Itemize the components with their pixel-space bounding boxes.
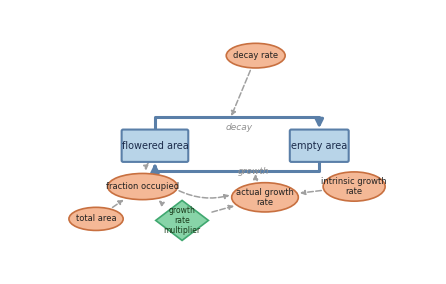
Text: growth: growth bbox=[238, 167, 269, 176]
Ellipse shape bbox=[69, 207, 123, 230]
Polygon shape bbox=[156, 201, 208, 241]
Text: empty area: empty area bbox=[291, 141, 347, 151]
Text: intrinsic growth
rate: intrinsic growth rate bbox=[321, 177, 387, 196]
Text: flowered area: flowered area bbox=[122, 141, 188, 151]
FancyBboxPatch shape bbox=[122, 130, 188, 162]
Text: fraction occupied: fraction occupied bbox=[106, 182, 179, 191]
FancyBboxPatch shape bbox=[290, 130, 349, 162]
Text: decay: decay bbox=[226, 123, 253, 132]
Text: actual growth
rate: actual growth rate bbox=[236, 188, 294, 207]
Text: growth
rate
multiplier: growth rate multiplier bbox=[164, 206, 201, 235]
Ellipse shape bbox=[107, 174, 178, 200]
Ellipse shape bbox=[231, 183, 298, 212]
Ellipse shape bbox=[323, 172, 385, 201]
Text: total area: total area bbox=[76, 214, 116, 224]
Ellipse shape bbox=[226, 43, 285, 68]
Text: decay rate: decay rate bbox=[233, 51, 278, 60]
